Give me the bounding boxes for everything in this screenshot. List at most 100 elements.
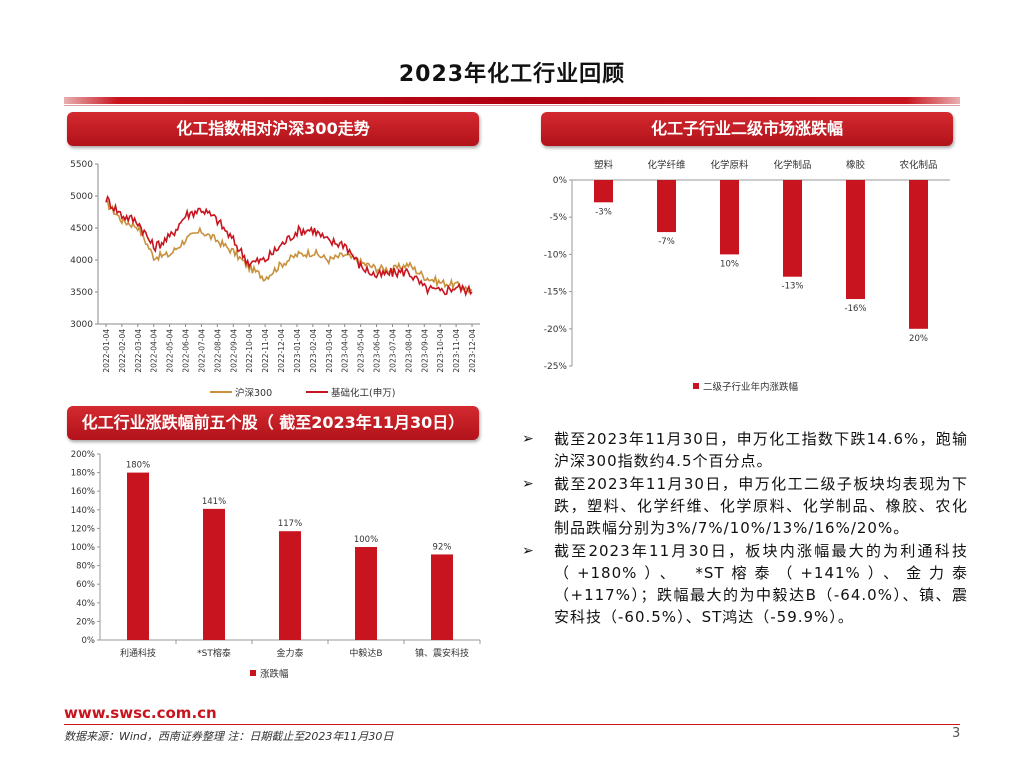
x-tick-label: 2022-03-04 [134,329,143,373]
y-tick-label: 5000 [70,192,93,202]
x-tick-label: 2022-06-04 [182,329,191,373]
page-number: 3 [952,726,961,741]
data-label: 10% [720,259,739,269]
top5-bar-chart: 0% 20% 40% 60% 80% 100% 120% 140% 160% 180% 200% 18… [60,444,500,688]
data-label: 92% [433,542,452,552]
bullet-text: 截至2023年11月30日，申万化工二级子板块均表现为下跌，塑料、化学纤维、化学… [554,475,968,537]
data-label: -3% [595,207,612,217]
title-divider-thin [64,105,960,106]
series-line-hs300 [105,198,473,294]
bullet-text: 截至2023年11月30日，板块内涨幅最大的为利通科技（+180%）、 *ST榕… [554,542,968,626]
y-tick-label: 120% [71,524,95,534]
legend-swatch [250,670,256,676]
x-tick-label: 2022-12-04 [277,329,286,373]
bar [127,472,149,640]
bar [783,180,802,277]
y-tick-label: 80% [76,562,95,572]
footer-logo: www.swsc.com.cn [64,704,217,722]
data-label: -7% [658,237,675,247]
bar [909,180,928,329]
x-tick-label: 2023-06-04 [373,329,382,373]
subsector-bar-chart-svg: 0% -5% -10% -15% -20% -25% 塑料 -3% 化学纤维 -7% 化学原料 10%… [544,159,950,393]
category-label: 化学制品 [773,159,811,171]
summary-bullets: ➢ 截至2023年11月30日，申万化工指数下跌14.6%，跑输沪深300指数约… [522,428,968,629]
x-tick-label: 2022-02-04 [118,329,127,373]
x-tick-label: 2022-08-04 [213,329,222,373]
x-tick-label: 2023-04-04 [341,329,350,373]
x-tick-label: 2022-04-04 [150,329,159,373]
bar [431,554,453,640]
category-label: 塑料 [594,159,614,171]
bar [355,547,377,640]
x-tick-label: 2023-05-04 [357,329,366,373]
x-tick-label: 2022-05-04 [166,329,175,373]
x-tick-label: 2022-11-04 [261,329,270,373]
bar [279,531,301,640]
data-label: -16% [845,304,867,314]
x-tick-label: 2023-02-04 [309,329,318,373]
data-label: -13% [782,282,804,292]
top5-chart-header: 化工行业涨跌幅前五个股（ 截至2023年11月30日） [67,406,479,440]
category-label: 化学原料 [710,159,749,171]
x-tick-label: 2023-12-04 [468,329,477,373]
y-tick-label: 100% [71,543,95,553]
y-tick-label: -25% [544,362,568,372]
category-label: 利通科技 [120,647,156,659]
x-tick-label: 2023-11-04 [452,329,461,373]
arrow-bullet-icon: ➢ [522,431,534,447]
data-label: 117% [278,519,302,529]
title-divider [64,97,960,104]
x-tick-label: 2023-03-04 [325,329,334,373]
y-tick-label: 3500 [70,288,93,298]
y-tick-label: -10% [544,250,568,260]
y-tick-label: 140% [71,506,95,516]
series-line-chem [105,194,473,298]
y-tick-label: 20% [76,617,95,627]
x-tick-label: 2022-07-04 [197,329,206,373]
y-tick-label: 3000 [70,320,93,330]
bar [657,180,676,233]
subsector-chart-header: 化工子行业二级市场涨跌幅 [541,112,953,146]
data-label: 100% [354,535,378,545]
footer-divider [64,724,960,725]
legend-label: 沪深300 [235,387,272,399]
category-label: 中毅达B [349,647,382,659]
bullet-item: ➢ 截至2023年11月30日，申万化工指数下跌14.6%，跑输沪深300指数约… [522,428,968,472]
page-title: 2023年化工行业回顾 [398,62,626,87]
bar [846,180,865,300]
legend-label: 基础化工(申万) [331,387,395,399]
footer-source-note: 数据来源：Wind，西南证券整理 注：日期截止至2023年11月30日 [64,730,394,743]
x-tick-label: 2022-10-04 [245,329,254,373]
x-tick-label: 2023-07-04 [388,329,397,373]
index-line-chart-svg: 3000 3500 4000 4500 5000 5500 2022-01-04 2022-0… [70,160,480,399]
y-tick-label: 4500 [70,224,93,234]
x-tick-label: 2023-01-04 [293,329,302,373]
top5-bar-chart-svg: 0% 20% 40% 60% 80% 100% 120% 140% 160% 180% 200% 18… [71,450,481,680]
index-line-chart: 3000 3500 4000 4500 5000 5500 2022-01-04 2022-0… [60,150,500,410]
bar [203,508,225,640]
y-tick-label: 200% [71,450,95,460]
y-tick-label: 180% [71,469,95,479]
y-tick-label: 160% [71,487,95,497]
y-tick-label: -15% [544,288,568,298]
category-label: 化学纤维 [647,159,686,171]
data-label: 141% [202,497,226,507]
x-tick-label: 2023-10-04 [436,329,445,373]
category-label: 镇、震安科技 [415,647,469,659]
y-tick-label: -20% [544,325,568,335]
x-tick-label: 2023-09-04 [420,329,429,373]
x-tick-label: 2022-01-04 [102,329,111,373]
legend-label: 二级子行业年内涨跌幅 [703,381,799,393]
category-label: 橡胶 [846,159,866,171]
index-chart-header: 化工指数相对沪深300走势 [67,112,479,146]
bullet-item: ➢ 截至2023年11月30日，申万化工二级子板块均表现为下跌，塑料、化学纤维、… [522,473,968,539]
category-label: 农化制品 [899,159,937,171]
arrow-bullet-icon: ➢ [522,543,534,559]
data-label: 20% [909,334,928,344]
y-tick-label: 5500 [70,160,93,170]
y-tick-label: 0% [82,636,96,646]
y-tick-label: -5% [549,213,567,223]
legend-label: 涨跌幅 [260,668,289,680]
bar [594,180,613,203]
bullet-item: ➢ 截至2023年11月30日，板块内涨幅最大的为利通科技（+180%）、 *S… [522,540,968,628]
